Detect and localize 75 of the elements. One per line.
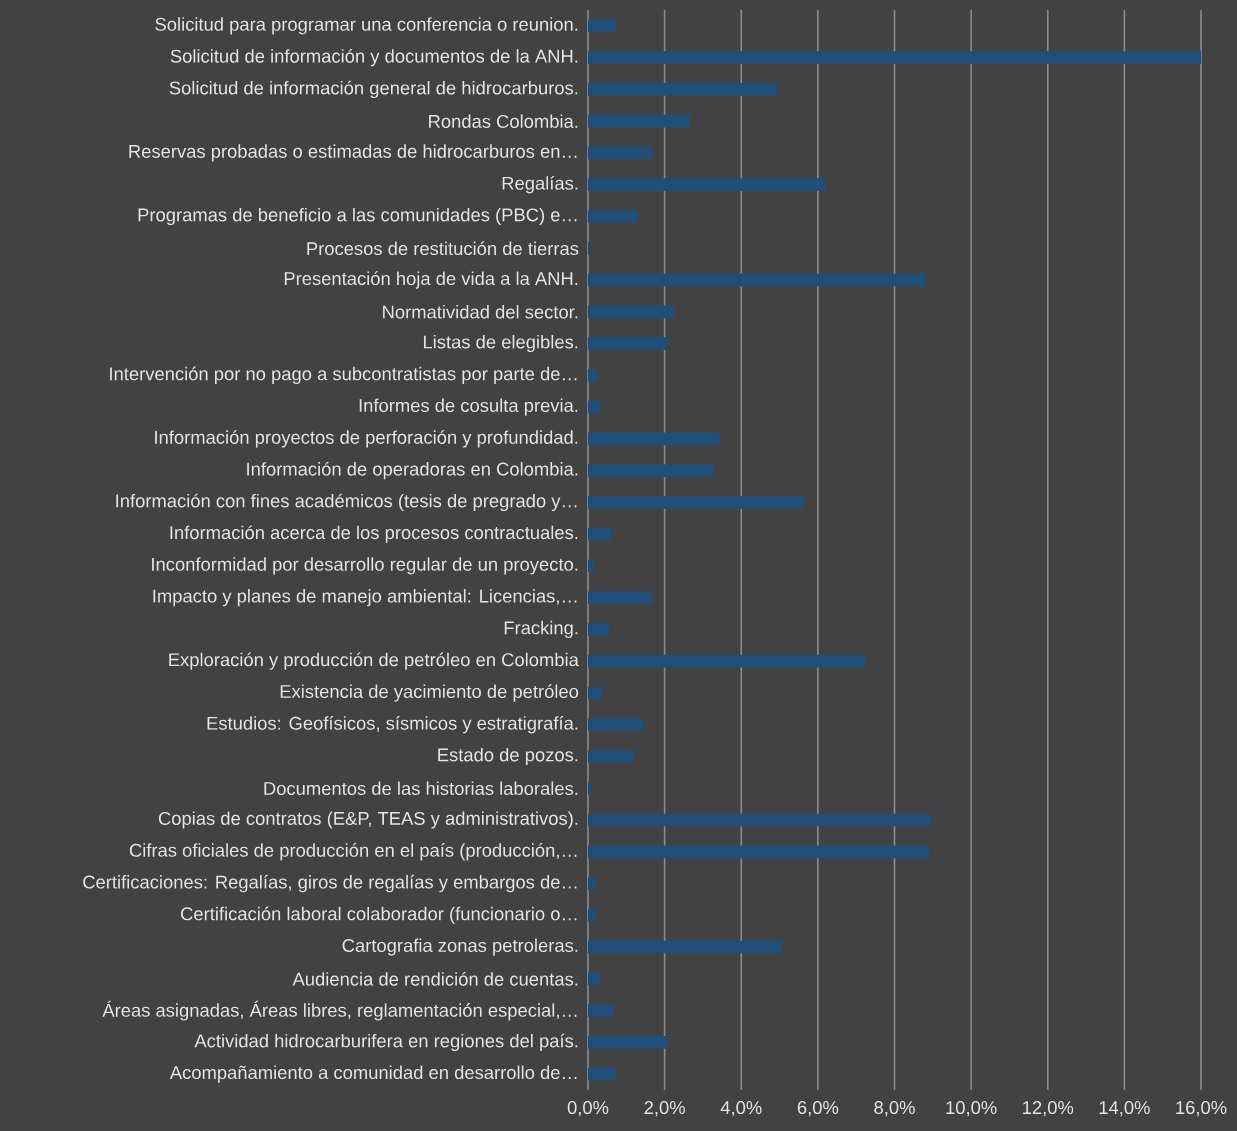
bar xyxy=(588,750,634,763)
y-tick-label: Información de operadoras en Colombia. xyxy=(247,461,578,480)
bar xyxy=(588,845,930,859)
x-tick-label: 12,0% xyxy=(1023,1101,1074,1117)
y-tick-label: Acompañamiento a comunidad en desarrollo de… xyxy=(169,1065,577,1083)
bar xyxy=(588,559,595,573)
bar xyxy=(588,1036,669,1049)
y-tick-label: Regalías. xyxy=(502,176,578,194)
y-tick-label: Solicitud de información general de hidrocarburos. xyxy=(169,80,578,99)
y-tick-label: Información proyectos de perforación y profundidad. xyxy=(155,430,578,448)
y-tick-label: Información acerca de los procesos contractuales. xyxy=(170,525,578,543)
y-tick-label: Cartografia zonas petroleras. xyxy=(342,938,578,956)
x-tick-label: 6,0% xyxy=(797,1101,839,1117)
bar xyxy=(588,686,603,700)
y-tick-label: Inconformidad por desarrollo regular de un proyecto. xyxy=(152,557,578,575)
y-tick-label: Estado de pozos. xyxy=(438,747,578,766)
x-tick-label: 0,0% xyxy=(567,1101,609,1117)
x-tick-label: 8,0% xyxy=(874,1101,915,1117)
y-tick-label: Documentos de las historias laborales. xyxy=(264,781,578,796)
bar xyxy=(588,972,601,986)
y-tick-label: Listas de elegibles. xyxy=(423,334,578,353)
y-tick-label: Certificaciones: Regalías, giros de regalías y embargos de… xyxy=(83,874,577,893)
bar xyxy=(588,623,610,636)
bar xyxy=(588,718,644,732)
y-tick-label: Rondas Colombia. xyxy=(429,114,578,128)
bar xyxy=(588,51,1202,65)
y-tick-label: Existencia de yacimiento de petróleo xyxy=(280,684,579,702)
y-tick-label: Cifras oficiales de producción en el país (producción,… xyxy=(129,843,577,861)
bar xyxy=(588,877,596,890)
bar xyxy=(588,1004,615,1017)
y-tick-label: Presentación hoja de vida a la ANH. xyxy=(284,271,578,289)
bar xyxy=(588,337,669,350)
bar xyxy=(588,654,866,668)
y-tick-label: Audiencia de rendición de cuentas. xyxy=(292,971,578,986)
x-tick-label: 2,0% xyxy=(644,1101,685,1117)
bar xyxy=(588,464,714,477)
bar xyxy=(588,908,596,922)
bar xyxy=(588,210,638,223)
y-tick-label: Estudios: Geofísicos, sísmicos y estratigrafía. xyxy=(207,716,578,734)
bar xyxy=(588,591,653,605)
y-tick-label: Exploración y producción de petróleo en Colombia xyxy=(169,652,579,670)
bar xyxy=(588,496,804,509)
y-tick-label: Solicitud para programar una conferencia o reunion. xyxy=(155,17,578,35)
y-tick-label: Fracking. xyxy=(504,620,578,638)
bar xyxy=(588,19,616,33)
bar xyxy=(588,813,932,827)
y-tick-label: Certificación laboral colaborador (funcionario o… xyxy=(181,906,577,924)
y-tick-label: Actividad hidrocarburifera en regiones del país. xyxy=(194,1033,578,1052)
bar xyxy=(588,400,601,414)
bar xyxy=(588,527,612,541)
y-tick-label: Áreas asignadas, Áreas libres, reglamentación especial,… xyxy=(102,1000,577,1021)
x-tick-label: 14,0% xyxy=(1099,1101,1150,1117)
bar xyxy=(588,1067,616,1081)
y-tick-label: Procesos de restitución de tierras xyxy=(307,241,579,256)
bar xyxy=(588,940,782,954)
bar xyxy=(588,305,674,319)
y-tick-label: Solicitud de información y documentos de la ANH. xyxy=(170,48,578,67)
bar xyxy=(588,368,598,382)
y-tick-label: Información con fines académicos (tesis de pregrado y… xyxy=(116,493,577,512)
y-tick-label: Reservas probadas o estimadas de hidrocarburos en… xyxy=(129,144,577,162)
bar xyxy=(588,178,826,192)
y-tick-label: Intervención por no pago a subcontratistas por parte de… xyxy=(110,366,577,384)
x-tick-label: 10,0% xyxy=(946,1101,997,1117)
y-tick-label: Impacto y planes de manejo ambiental: Licencias,… xyxy=(153,589,577,607)
bar xyxy=(588,146,653,160)
y-tick-label: Programas de beneficio a las comunidades (PBC) e… xyxy=(138,207,577,226)
bar xyxy=(588,432,720,446)
bar xyxy=(588,273,926,287)
bar xyxy=(588,83,777,96)
y-tick-label: Copias de contratos (E&P, TEAS y administrativos). xyxy=(158,811,578,829)
y-tick-label: Normatividad del sector. xyxy=(383,305,578,319)
x-tick-label: 16,0% xyxy=(1176,1101,1227,1117)
bar xyxy=(588,114,691,128)
x-tick-label: 4,0% xyxy=(720,1101,762,1117)
y-tick-label: Informes de cosulta previa. xyxy=(359,398,578,416)
